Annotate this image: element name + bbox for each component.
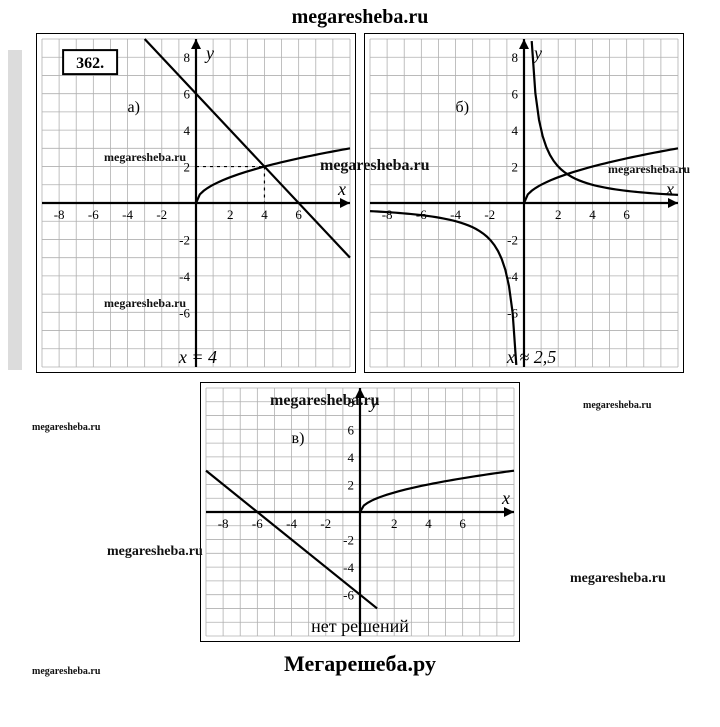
watermark-text: megaresheba.ru <box>608 162 690 177</box>
svg-text:x = 4: x = 4 <box>178 347 217 367</box>
svg-text:y: y <box>204 43 214 63</box>
watermark-text: megaresheba.ru <box>320 157 429 175</box>
svg-text:-4: -4 <box>179 269 190 284</box>
svg-text:2: 2 <box>391 516 398 531</box>
row-1: -8-6-4-2246-6-4-22468xyа)362.x = 4 -8-6-… <box>0 33 720 378</box>
svg-text:-2: -2 <box>156 207 167 222</box>
svg-text:6: 6 <box>459 516 466 531</box>
svg-text:-8: -8 <box>218 516 229 531</box>
graph-c: -8-6-4-2246-6-4-22468xyв)нет решений <box>200 382 520 642</box>
svg-text:2: 2 <box>227 207 234 222</box>
svg-text:-2: -2 <box>484 207 495 222</box>
svg-text:-4: -4 <box>343 560 354 575</box>
watermark-text: megaresheba.ru <box>104 150 186 165</box>
svg-text:2: 2 <box>512 160 519 175</box>
svg-text:6: 6 <box>512 87 519 102</box>
svg-text:-4: -4 <box>122 207 133 222</box>
top-title: megaresheba.ru <box>0 0 720 29</box>
svg-text:2: 2 <box>555 207 562 222</box>
watermark-text: megaresheba.ru <box>104 296 186 311</box>
watermark-text: megaresheba.ru <box>32 666 100 677</box>
svg-text:-8: -8 <box>382 207 393 222</box>
svg-text:-2: -2 <box>507 232 518 247</box>
svg-text:x: x <box>501 488 510 508</box>
svg-text:8: 8 <box>512 50 519 65</box>
svg-text:-6: -6 <box>88 207 99 222</box>
graph-a: -8-6-4-2246-6-4-22468xyа)362.x = 4 <box>36 33 356 373</box>
svg-text:4: 4 <box>184 123 191 138</box>
svg-text:8: 8 <box>184 50 191 65</box>
svg-text:нет решений: нет решений <box>311 616 409 636</box>
page-root: megaresheba.ru -8 -6 -4 -2 2 4 6 -6 -4 -2 2 4 6 8 x y а)… <box>0 0 720 727</box>
svg-text:x: x <box>665 179 674 199</box>
watermark-text: megaresheba.ru <box>32 422 100 433</box>
graph-b: -8-6-4-2246-6-4-22468xyб)x ≈ 2,5 <box>364 33 684 373</box>
svg-text:в): в) <box>292 430 305 447</box>
svg-text:6: 6 <box>348 422 355 437</box>
bottom-title: Мегарешеба.ру <box>0 651 720 677</box>
svg-text:-6: -6 <box>252 516 263 531</box>
left-smudge <box>0 0 30 400</box>
svg-text:362.: 362. <box>76 55 104 72</box>
svg-text:-4: -4 <box>286 516 297 531</box>
svg-text:-8: -8 <box>54 207 65 222</box>
svg-text:6: 6 <box>623 207 630 222</box>
watermark-text: megaresheba.ru <box>270 392 379 410</box>
svg-text:-2: -2 <box>320 516 331 531</box>
svg-text:4: 4 <box>348 450 355 465</box>
svg-text:-2: -2 <box>179 232 190 247</box>
svg-text:-2: -2 <box>343 533 354 548</box>
svg-text:4: 4 <box>425 516 432 531</box>
svg-text:x: x <box>337 179 346 199</box>
svg-text:4: 4 <box>261 207 268 222</box>
svg-text:2: 2 <box>348 477 355 492</box>
svg-text:а): а) <box>128 99 140 116</box>
svg-text:x ≈ 2,5: x ≈ 2,5 <box>506 347 556 367</box>
svg-text:4: 4 <box>589 207 596 222</box>
svg-text:4: 4 <box>512 123 519 138</box>
svg-text:6: 6 <box>184 87 191 102</box>
svg-text:б): б) <box>456 99 469 116</box>
row-2: -8-6-4-2246-6-4-22468xyв)нет решений <box>0 382 720 647</box>
watermark-text: megaresheba.ru <box>570 571 666 587</box>
svg-text:6: 6 <box>295 207 302 222</box>
graph-c-box: -8-6-4-2246-6-4-22468xyв)нет решений <box>200 382 520 647</box>
watermark-text: megaresheba.ru <box>107 544 203 560</box>
graph-b-box: -8-6-4-2246-6-4-22468xyб)x ≈ 2,5 <box>364 33 684 378</box>
graph-a-box: -8-6-4-2246-6-4-22468xyа)362.x = 4 <box>36 33 356 378</box>
watermark-text: megaresheba.ru <box>583 400 651 411</box>
